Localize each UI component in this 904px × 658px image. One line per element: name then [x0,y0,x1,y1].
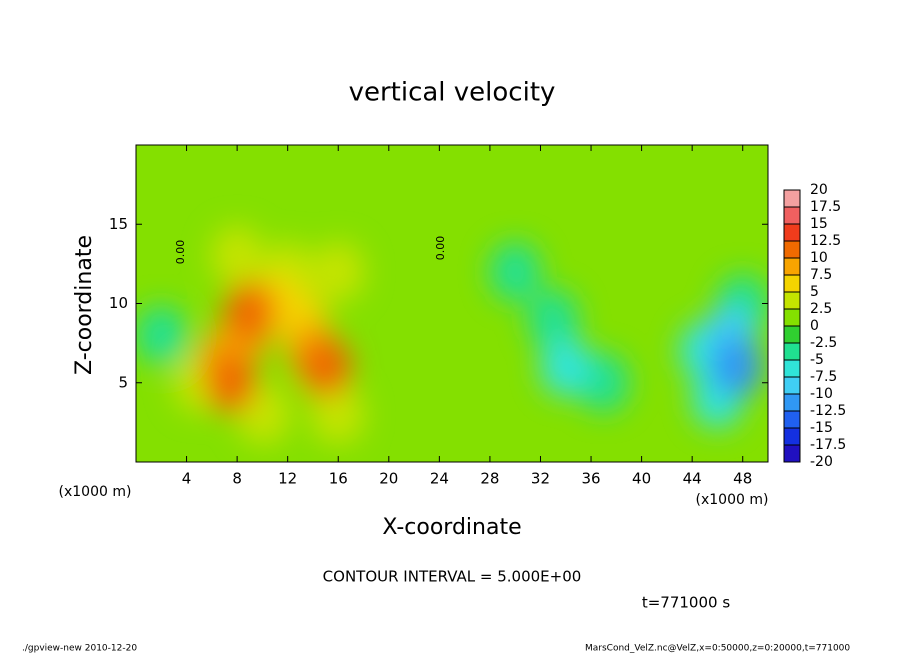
colorbar-box [784,360,800,377]
y-tick-label: 10 [109,294,128,312]
field [136,145,768,462]
x-tick-label: 16 [329,470,348,488]
x-tick-label: 28 [480,470,499,488]
colorbar-box [784,207,800,224]
x-tick-label: 36 [581,470,600,488]
colorbar-label: 0 [810,318,819,334]
colorbar-label: 5 [810,284,819,300]
y-tick-label: 15 [109,215,128,233]
field-cell [223,281,276,342]
colorbar-label: 7.5 [810,267,832,283]
x-tick-label: 12 [278,470,297,488]
colorbar-label: -7.5 [810,369,837,385]
field-blobs [136,225,768,445]
field-cell [136,305,188,366]
colorbar-box [784,275,800,292]
colorbar-label: -15 [810,420,833,436]
field-cell [489,241,542,302]
x-tick-label: 8 [232,470,242,488]
colorbar-box [784,309,800,326]
colorbar-box [784,258,800,275]
x-tick-label: 48 [733,470,752,488]
x-tick-label: 20 [379,470,398,488]
y-axis-label: Z-coordinate [72,235,97,375]
colorbar-label: 20 [810,182,828,198]
colorbar-label: -2.5 [810,335,837,351]
x-unit-label: (x1000 m) [59,484,132,500]
contour-label: 0.00 [434,236,447,261]
footer-right: MarsCond_VelZ.nc@VelZ,x=0:50000,z=0:2000… [585,644,850,654]
colorbar-label: 15 [810,216,828,232]
x-tick-label: 40 [632,470,651,488]
x-tick-label: 44 [683,470,702,488]
field-cell [312,384,365,445]
colorbar-box [784,241,800,258]
colorbar-label: 17.5 [810,199,841,215]
x-axis-label: X-coordinate [382,515,521,540]
colorbar-label: 10 [810,250,828,266]
colorbar-label: -10 [810,386,833,402]
colorbar-box [784,190,800,207]
colorbar-box [784,377,800,394]
time-label: t=771000 s [642,594,730,612]
field-cell [527,289,580,350]
colorbar-label: -12.5 [810,403,846,419]
field-cell [710,336,763,397]
colorbar-label: 2.5 [810,301,832,317]
overlay: 0.00 0.004 8 12 16 20 24 28 32 36 40 44 48510152017.… [109,144,846,488]
contour-interval: CONTOUR INTERVAL = 5.000E+00 [323,568,582,586]
field-cell [299,336,352,397]
field-cell [211,225,264,286]
colorbar-box [784,326,800,343]
chart-title: vertical velocity [349,78,556,108]
colorbar-box [784,411,800,428]
colorbar-box [784,343,800,360]
colorbar-box [784,445,800,462]
x-tick-label: 4 [182,470,192,488]
x-tick-label: 32 [531,470,550,488]
colorbar-box [784,292,800,309]
field-cell [204,352,257,413]
y-tick-label: 5 [118,373,128,391]
colorbar-box [784,394,800,411]
colorbar-box [784,428,800,445]
colorbar-box [784,224,800,241]
field-cell [312,241,365,302]
colorbar-label: 12.5 [810,233,841,249]
x-tick-label: 24 [430,470,449,488]
field-cell [539,336,592,397]
x-unit-label: (x1000 m) [696,492,769,508]
footer-left: ./gpview-new 2010-12-20 [22,644,137,654]
contour-label: 0.00 [174,240,187,265]
colorbar-label: -17.5 [810,437,846,453]
colorbar-label: -5 [810,352,824,368]
colorbar-label: -20 [810,454,833,470]
